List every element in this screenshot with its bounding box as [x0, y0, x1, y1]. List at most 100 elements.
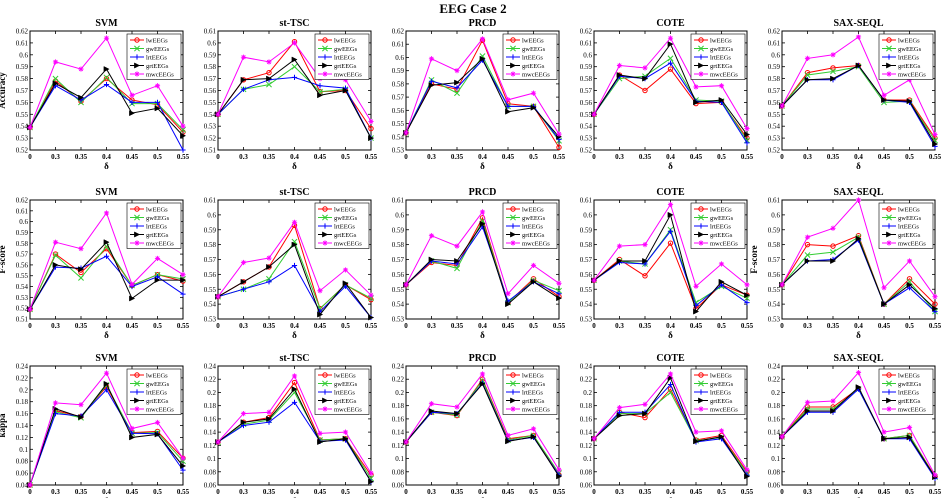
x-tick-label: 0.4	[666, 488, 675, 496]
y-tick-label: 0.59	[768, 63, 781, 71]
legend-label: mwcEEGs	[710, 72, 738, 79]
y-tick-label: 0.58	[392, 241, 405, 249]
legend-label: lwEEGs	[334, 373, 356, 380]
x-tick-label: 0.4	[478, 488, 487, 496]
data-point-grtEEGs	[103, 66, 110, 73]
y-tick-label: 0.53	[392, 147, 405, 155]
data-point-lwEEGs	[291, 379, 298, 386]
legend-label: lrtEEGs	[522, 55, 543, 62]
legend-label: lrtEEGs	[334, 390, 355, 397]
data-point-mwcEEGs	[266, 59, 272, 65]
data-point-lrtEEGs	[180, 147, 186, 153]
y-tick-label: 0.59	[392, 226, 405, 234]
y-tick-label: 0.56	[204, 271, 217, 279]
x-tick-label: 0.4	[102, 322, 111, 330]
legend-label: lwEEGs	[710, 38, 732, 45]
y-tick-label: 0.55	[16, 111, 29, 119]
legend-marker	[322, 206, 328, 212]
x-tick-label: 0.4	[478, 322, 487, 330]
data-point-grtEEGs	[154, 431, 161, 438]
legend-label: grtEEGs	[710, 63, 733, 70]
data-point-lrtEEGs	[667, 60, 674, 66]
legend-label: lwEEGs	[146, 38, 168, 45]
y-tick-label: 0.18	[392, 402, 405, 410]
data-point-mwcEEGs	[667, 371, 674, 377]
legend-label: grtEEGs	[522, 232, 545, 239]
data-point-grtEEGs	[103, 239, 110, 246]
data-point-mwcEEGs	[591, 111, 597, 117]
y-tick-label: 0.62	[768, 28, 781, 36]
x-tick-label: 0.3	[427, 153, 436, 161]
legend-label: lwEEGs	[898, 373, 920, 380]
legend-marker	[322, 406, 328, 412]
data-point-grtEEGs	[906, 98, 913, 105]
y-tick-label: 0.24	[580, 363, 593, 371]
y-tick-label: 0.58	[204, 241, 217, 249]
data-point-mwcEEGs	[215, 111, 221, 117]
legend-marker	[134, 206, 140, 212]
y-tick-label: 0.6	[771, 51, 780, 59]
legend-label: lwEEGs	[710, 207, 732, 214]
x-tick-label: 0.3	[427, 488, 436, 496]
chart-title: st-TSC	[279, 187, 309, 198]
y-tick-label: 0.61	[768, 39, 781, 47]
data-point-grtEEGs	[505, 438, 512, 445]
x-tick-label: 0	[216, 322, 220, 330]
legend-marker	[510, 54, 516, 60]
data-point-grtEEGs	[642, 410, 649, 417]
legend-marker	[510, 406, 516, 412]
y-tick-label: 0.61	[204, 197, 217, 205]
legend-marker	[322, 240, 328, 246]
y-axis-label: Accuracy	[0, 72, 7, 109]
data-point-mwcEEGs	[505, 432, 511, 439]
x-tick-label: 0	[780, 322, 784, 330]
y-tick-label: 0.62	[392, 28, 405, 36]
data-point-mwcEEGs	[154, 255, 161, 262]
data-point-lwEEGs	[906, 276, 913, 282]
data-point-grtEEGs	[932, 141, 939, 148]
data-point-grtEEGs	[718, 97, 725, 104]
chart-title: SAX-SEQL	[833, 187, 883, 198]
data-point-grtEEGs	[667, 374, 674, 381]
legend-label: gwEEGs	[898, 215, 922, 222]
x-tick-label: 0.4	[666, 322, 675, 330]
x-tick-label: 0.4	[854, 322, 863, 330]
data-point-grtEEGs	[830, 75, 837, 82]
data-point-grtEEGs	[454, 79, 461, 86]
data-point-grtEEGs	[240, 76, 247, 83]
legend-marker	[134, 62, 141, 69]
y-tick-label: 0.55	[392, 120, 405, 128]
x-tick-label: 0.5	[717, 322, 726, 330]
data-point-grtEEGs	[693, 438, 700, 445]
data-point-mwcEEGs	[530, 426, 537, 432]
legend-marker	[698, 372, 704, 378]
data-point-lrtEEGs	[103, 387, 110, 393]
legend-marker	[698, 54, 704, 60]
legend-marker	[886, 54, 892, 60]
data-point-mwcEEGs	[779, 282, 785, 288]
data-point-mwcEEGs	[744, 467, 750, 473]
y-tick-label: 0.14	[16, 422, 29, 430]
y-tick-label: 0.56	[16, 99, 29, 107]
data-point-lrtEEGs	[180, 467, 186, 473]
x-tick-label: 0.35	[827, 153, 840, 161]
data-point-lrtEEGs	[266, 279, 272, 285]
x-tick-label: 0.35	[827, 488, 840, 496]
y-tick-label: 0.6	[207, 211, 216, 219]
y-tick-label: 0.61	[392, 41, 405, 49]
data-point-grtEEGs	[342, 435, 349, 442]
data-point-grtEEGs	[129, 434, 136, 441]
legend-label: lwEEGs	[898, 207, 920, 214]
data-point-mwcEEGs	[642, 401, 648, 407]
data-point-gwEEGs	[52, 252, 59, 259]
x-tick-label: 0.35	[75, 153, 88, 161]
data-point-lrtEEGs	[129, 99, 135, 105]
legend-marker	[134, 45, 140, 52]
data-point-lwEEGs	[932, 301, 938, 307]
x-tick-label: 0.5	[905, 153, 914, 161]
data-point-lrtEEGs	[556, 291, 562, 297]
data-point-mwcEEGs	[591, 436, 597, 442]
x-tick-label: 0.45	[314, 488, 327, 496]
data-point-mwcEEGs	[52, 239, 59, 245]
data-point-lrtEEGs	[103, 81, 110, 88]
